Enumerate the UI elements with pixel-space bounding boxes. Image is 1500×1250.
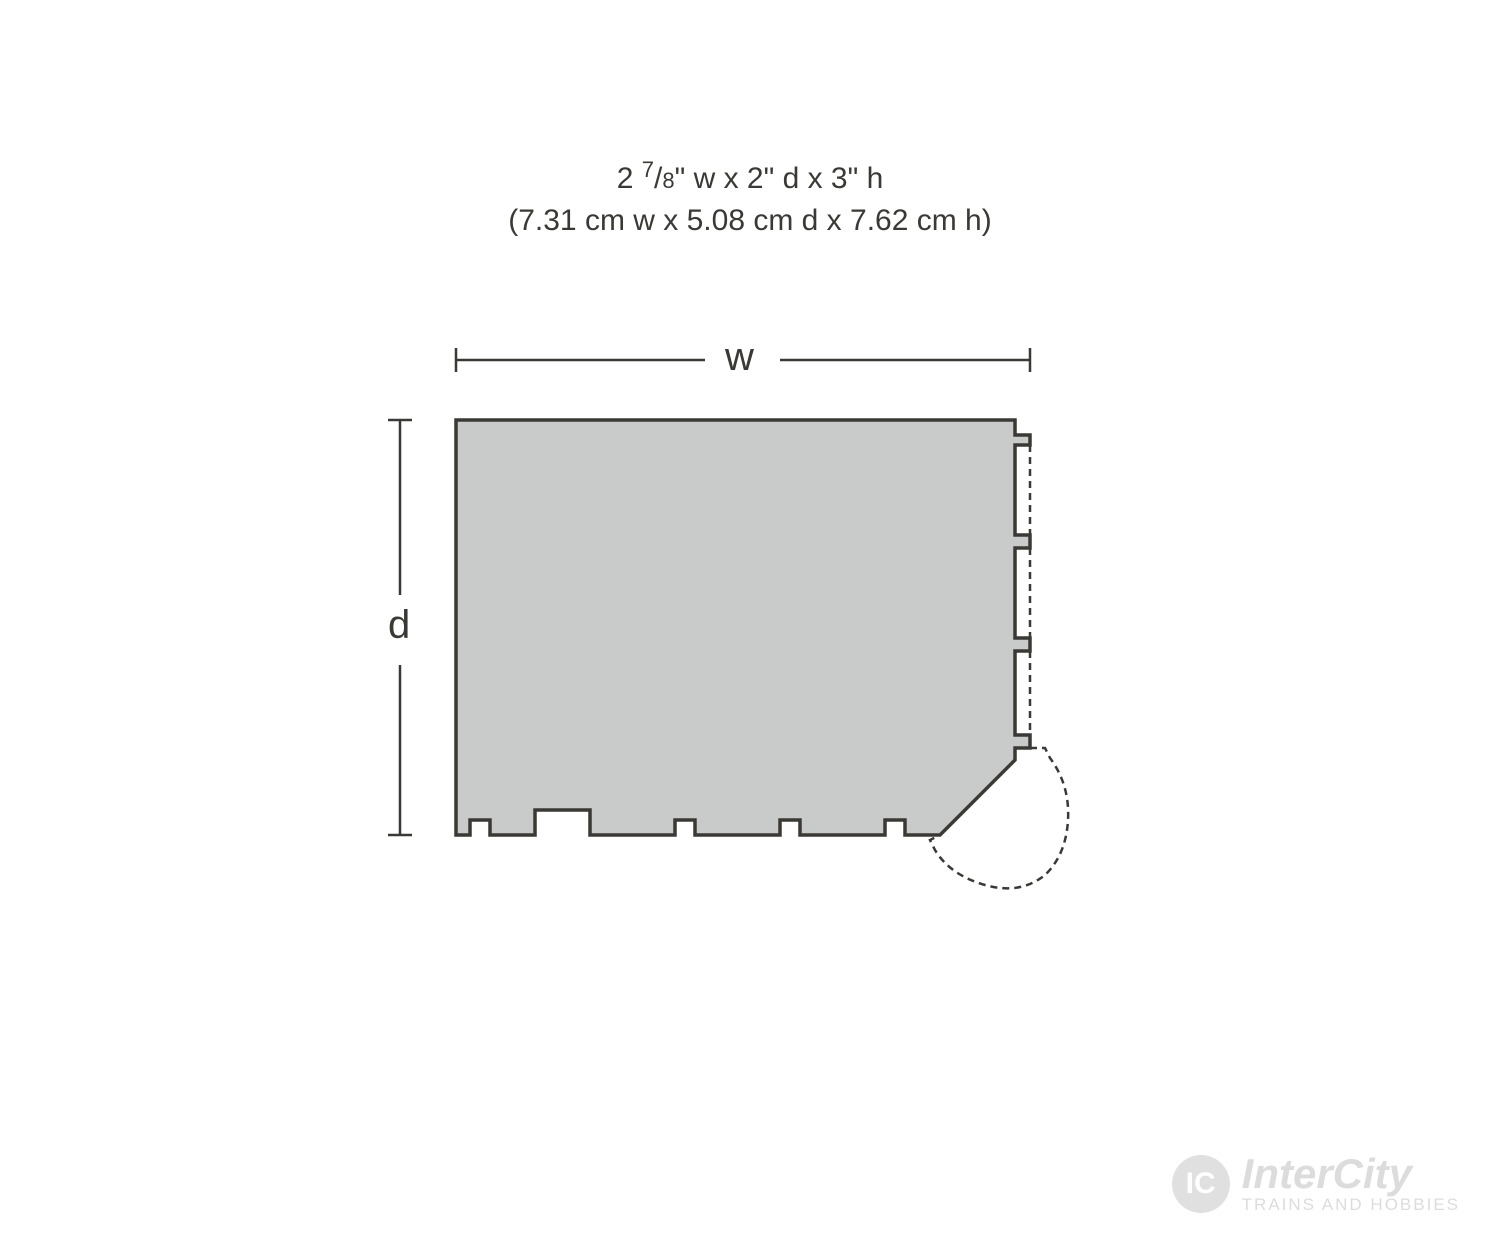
watermark-brand: InterCity [1242, 1153, 1460, 1195]
watermark-text-block: InterCity TRAINS AND HOBBIES [1242, 1153, 1460, 1215]
watermark-logo-text: IC [1186, 1167, 1216, 1201]
building-footprint [456, 420, 1030, 835]
watermark-tagline: TRAINS AND HOBBIES [1242, 1195, 1460, 1215]
watermark-logo: IC [1172, 1155, 1230, 1213]
width-label: w [725, 335, 754, 380]
metric-dimensions: (7.31 cm w x 5.08 cm d x 7.62 cm h) [0, 200, 1500, 242]
watermark: IC InterCity TRAINS AND HOBBIES [1172, 1153, 1460, 1215]
dimensions-text: 2 7/8" w x 2" d x 3" h (7.31 cm w x 5.08… [0, 155, 1500, 242]
floorplan-diagram: w d [350, 340, 1100, 940]
imperial-dimensions: 2 7/8" w x 2" d x 3" h [0, 155, 1500, 200]
depth-label: d [388, 603, 410, 648]
